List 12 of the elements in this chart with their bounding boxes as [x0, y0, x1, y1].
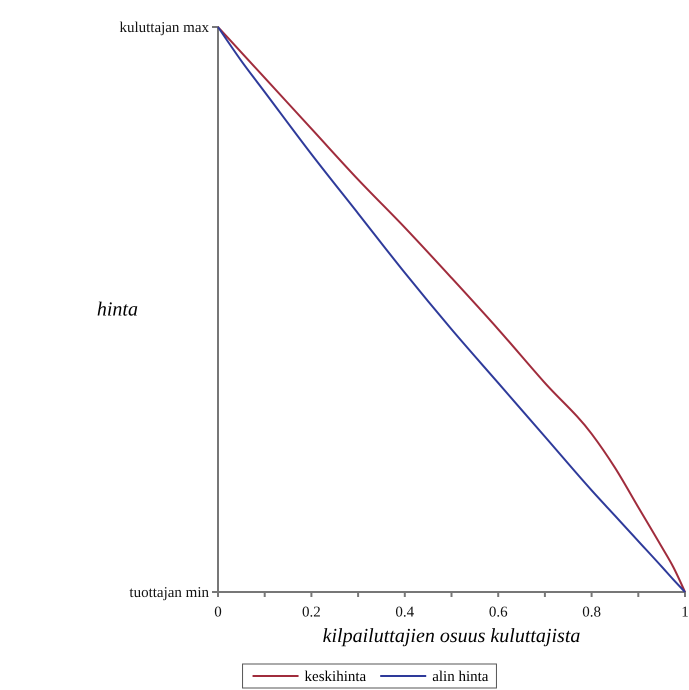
legend-label: alin hinta	[432, 669, 489, 685]
x-tick-label: 1	[681, 604, 689, 620]
x-tick-label: 0.2	[302, 604, 321, 620]
x-tick-label: 0.4	[395, 604, 415, 620]
text: tuottajan min	[129, 584, 210, 601]
x-tick-label: 0.6	[488, 604, 508, 620]
annotation: kuluttajan max	[119, 20, 210, 36]
legend-label: keskihinta	[304, 669, 367, 685]
y-axis-title: hinta	[96, 298, 138, 320]
x-axis-title: kilpailuttajien osuus kuluttajista	[322, 625, 580, 647]
x-tick-label: 0.8	[582, 604, 601, 620]
x-tick-label: 0	[214, 604, 222, 620]
